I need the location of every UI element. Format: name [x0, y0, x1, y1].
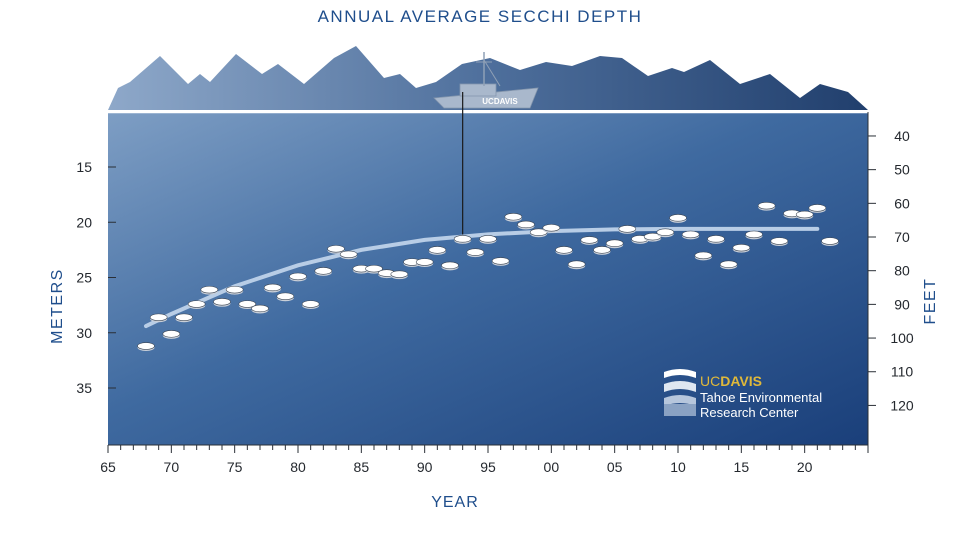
x-tick-label: 80 [290, 459, 306, 475]
y-right-tick-label: 50 [894, 162, 910, 178]
y-left-tick-label: 15 [76, 159, 92, 175]
data-point [745, 230, 763, 240]
data-point [567, 260, 586, 270]
data-point [162, 330, 181, 339]
data-point [415, 258, 434, 268]
data-point [669, 214, 687, 223]
data-point [732, 243, 751, 253]
data-points [137, 201, 839, 352]
svg-text:UCDAVIS: UCDAVIS [700, 373, 762, 389]
data-point [441, 261, 459, 271]
x-tick-label: 15 [734, 459, 750, 475]
data-point [225, 285, 244, 295]
data-point [795, 210, 814, 220]
y-right-tick-label: 120 [890, 397, 914, 413]
data-point [491, 257, 510, 266]
chart-title: ANNUAL AVERAGE SECCHI DEPTH [318, 7, 643, 26]
data-point [605, 239, 624, 249]
y-left-tick-label: 35 [76, 380, 92, 396]
data-point [238, 300, 257, 310]
y-left-tick-label: 25 [76, 270, 92, 286]
y-axis-label-left: METERS [49, 268, 66, 344]
data-point [707, 235, 725, 244]
data-point [618, 225, 637, 234]
data-point [327, 245, 345, 254]
y-axis-feet: 40 50 60 70 80 90 100 110 120 [867, 112, 914, 445]
logo-line2: Research Center [700, 405, 799, 420]
x-axis: 65 70 75 80 85 90 95 00 05 10 15 20 [100, 444, 869, 475]
data-point [821, 237, 839, 247]
data-point [377, 269, 396, 279]
x-tick-label: 90 [417, 459, 433, 475]
data-point [593, 246, 611, 255]
x-tick-label: 10 [670, 459, 686, 475]
data-point [631, 235, 649, 244]
research-boat: UCDAVIS [433, 52, 539, 109]
data-point [149, 313, 168, 323]
data-point [276, 292, 295, 302]
logo-davis: DAVIS [720, 373, 762, 389]
logo-uc: UC [700, 373, 720, 389]
data-point [175, 313, 193, 323]
logo-line1: Tahoe Environmental [700, 390, 822, 405]
y-left-tick-label: 30 [76, 325, 92, 341]
y-right-tick-label: 110 [891, 364, 914, 380]
data-point [808, 204, 827, 213]
mountain-range [108, 46, 868, 110]
data-point [770, 237, 789, 247]
y-right-tick-label: 80 [894, 263, 910, 279]
data-point [137, 342, 155, 352]
wave-icon [664, 369, 696, 416]
data-point [251, 304, 269, 314]
x-tick-label: 00 [544, 459, 560, 475]
data-point [301, 300, 320, 310]
y-right-tick-label: 60 [894, 195, 910, 211]
y-axis-label-right: FEET [922, 278, 939, 325]
y-left-tick-label: 20 [76, 214, 92, 230]
x-tick-label: 70 [164, 459, 180, 475]
data-point [200, 285, 219, 295]
data-point [681, 230, 700, 240]
data-point [187, 300, 206, 310]
data-point [529, 228, 548, 238]
tahoe-logo: UCDAVIS Tahoe Environmental Research Cen… [664, 369, 822, 420]
data-point [694, 251, 713, 261]
data-point [314, 267, 333, 276]
data-point [542, 224, 561, 233]
data-point [453, 235, 472, 244]
data-point [289, 272, 307, 282]
data-point [656, 228, 675, 238]
x-tick-label: 85 [354, 459, 370, 475]
x-tick-label: 95 [480, 459, 496, 475]
data-point [757, 201, 776, 211]
x-tick-label: 20 [797, 459, 813, 475]
y-right-tick-label: 100 [890, 330, 914, 346]
data-point [643, 232, 662, 242]
data-point [555, 246, 573, 255]
data-point [390, 270, 409, 280]
data-point [428, 246, 447, 255]
water-panel [108, 112, 868, 445]
data-point [517, 220, 535, 230]
y-axis-meters: 15 20 25 30 35 [76, 159, 116, 396]
data-point [213, 298, 231, 307]
x-tick-label: 75 [227, 459, 243, 475]
y-right-tick-label: 90 [894, 296, 910, 312]
y-right-tick-label: 70 [894, 229, 910, 245]
x-tick-label: 65 [100, 459, 116, 475]
data-point [504, 213, 523, 222]
y-right-tick-label: 40 [894, 128, 910, 144]
data-point [479, 235, 497, 244]
x-axis-label: YEAR [431, 494, 479, 511]
x-tick-label: 05 [607, 459, 623, 475]
data-point [719, 260, 738, 270]
data-point [580, 236, 599, 245]
data-point [263, 283, 282, 293]
data-point [339, 250, 358, 260]
boat-brand: UCDAVIS [482, 97, 518, 106]
data-point [466, 248, 485, 258]
